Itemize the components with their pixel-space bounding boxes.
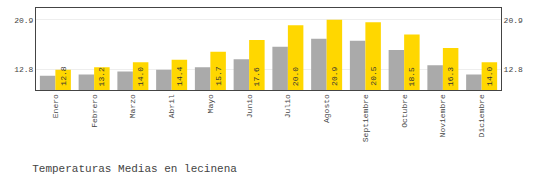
svg-text:20.9: 20.9 [504,16,523,25]
svg-text:16.3: 16.3 [446,67,455,86]
svg-text:Julio: Julio [283,94,292,118]
svg-text:14.0: 14.0 [485,66,494,85]
svg-text:Noviembre: Noviembre [438,94,447,137]
svg-text:Marzo: Marzo [128,94,137,118]
svg-text:20.9: 20.9 [330,66,339,85]
svg-text:Febrero: Febrero [90,94,99,128]
svg-text:Enero: Enero [51,94,60,118]
svg-text:14.0: 14.0 [136,67,145,86]
svg-text:20.9: 20.9 [14,16,33,25]
svg-text:Septiembre: Septiembre [361,94,370,142]
svg-text:15.7: 15.7 [214,66,223,85]
svg-text:20.5: 20.5 [369,66,378,85]
svg-text:Temperaturas Medias en lecinen: Temperaturas Medias en lecinena [32,163,237,174]
svg-text:12.8: 12.8 [59,66,68,85]
svg-text:13.2: 13.2 [97,67,106,86]
svg-text:Abril: Abril [167,94,176,118]
svg-text:Junio: Junio [245,94,254,118]
svg-text:Diciembre: Diciembre [477,94,486,137]
svg-text:Agosto: Agosto [322,94,331,123]
svg-text:12.8: 12.8 [504,65,523,74]
svg-text:Octubre: Octubre [400,94,409,128]
svg-text:18.5: 18.5 [407,67,416,86]
svg-text:Mayo: Mayo [206,94,215,113]
svg-text:12.8: 12.8 [14,65,33,74]
svg-text:17.6: 17.6 [252,67,261,86]
svg-text:14.4: 14.4 [175,66,184,85]
svg-text:20.0: 20.0 [291,67,300,86]
